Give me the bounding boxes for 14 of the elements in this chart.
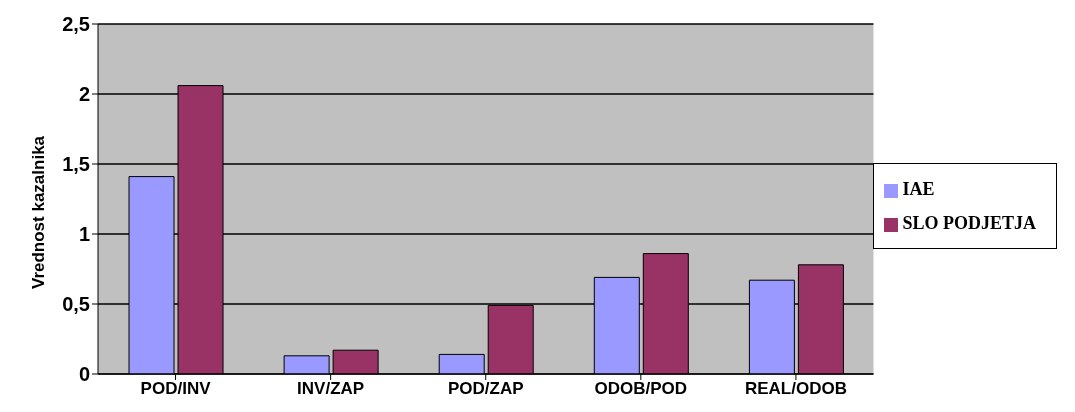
y-tick-label: 1	[78, 223, 90, 246]
y-tick-label: 0,5	[62, 293, 90, 316]
x-tick-label: POD/INV	[140, 379, 212, 399]
legend-label: SLO PODJETJA	[902, 213, 1036, 233]
x-tick-label: REAL/ODOB	[744, 379, 847, 399]
x-tick-label: INV/ZAP	[297, 379, 365, 399]
y-axis-title: Vrednost kazalnika	[29, 135, 49, 289]
y-tick-label: 1,5	[62, 153, 90, 176]
y-tick-label: 2,5	[62, 13, 90, 36]
y-tick-label: 0	[78, 363, 90, 386]
x-tick-label: POD/ZAP	[447, 379, 524, 399]
y-tick-label: 2	[78, 83, 90, 106]
x-tick-label: ODOB/POD	[594, 379, 688, 399]
legend-label: IAE	[902, 179, 935, 199]
